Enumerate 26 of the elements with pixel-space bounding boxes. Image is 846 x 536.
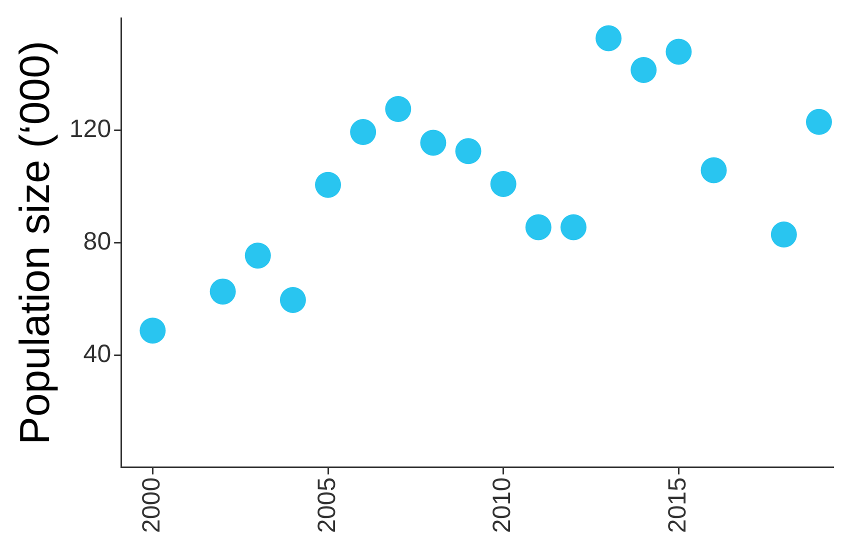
x-tick-label: 2005	[312, 477, 341, 534]
point	[350, 119, 376, 146]
x-tick-label: 2015	[664, 477, 692, 534]
point	[596, 25, 622, 52]
point	[244, 242, 271, 269]
y-tick-label: 120	[69, 115, 112, 144]
x-tick-label: 2010	[488, 477, 516, 534]
point	[630, 56, 657, 83]
point	[666, 38, 692, 65]
point	[420, 130, 446, 156]
point	[140, 318, 166, 344]
point	[560, 214, 586, 240]
point	[490, 170, 516, 197]
y-tick-label: 80	[83, 228, 112, 256]
y-axis-title: Population size (‘000)	[10, 40, 58, 445]
point	[525, 214, 552, 240]
y-tick-label: 40	[83, 340, 112, 368]
point	[385, 96, 412, 122]
point	[210, 278, 236, 305]
point	[280, 286, 306, 313]
point	[700, 157, 727, 184]
x-tick-label: 2000	[138, 477, 166, 534]
point	[770, 222, 797, 248]
point	[455, 138, 482, 164]
point	[315, 172, 342, 198]
point	[806, 108, 832, 135]
